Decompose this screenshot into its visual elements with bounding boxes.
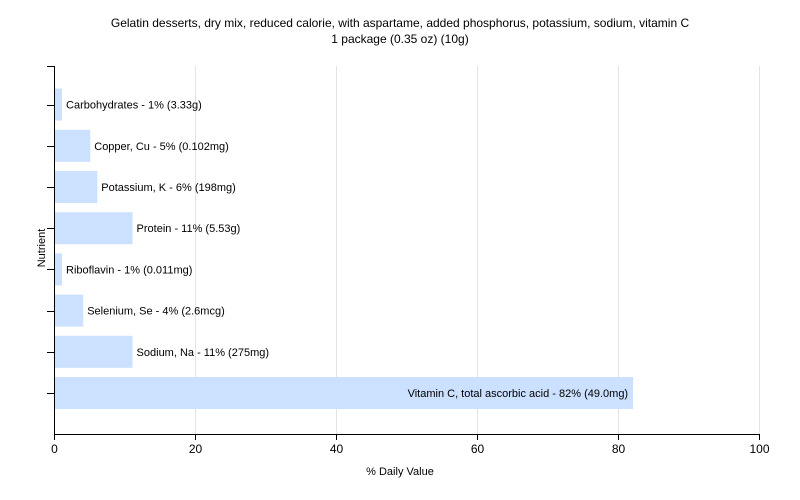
bar-label: Copper, Cu - 5% (0.102mg) xyxy=(94,141,229,153)
bar-label: Sodium, Na - 11% (275mg) xyxy=(137,347,269,359)
x-tick-label: 0 xyxy=(51,442,58,456)
y-axis-label: Nutrient xyxy=(36,228,48,268)
bar-label: Carbohydrates - 1% (3.33g) xyxy=(66,100,202,112)
x-tick-label: 60 xyxy=(471,442,485,456)
chart-title: Gelatin desserts, dry mix, reduced calor… xyxy=(110,16,690,30)
chart-subtitle: 1 package (0.35 oz) (10g) xyxy=(331,32,469,46)
x-tick-label: 40 xyxy=(330,442,344,456)
bar xyxy=(55,129,91,162)
bar-label: Potassium, K - 6% (198mg) xyxy=(101,182,236,194)
bar-label: Riboflavin - 1% (0.011mg) xyxy=(66,264,192,276)
x-tick-label: 80 xyxy=(612,442,626,456)
x-tick-label: 100 xyxy=(749,442,769,456)
bar xyxy=(55,212,133,245)
bar xyxy=(55,377,634,409)
bar xyxy=(55,171,98,203)
bar xyxy=(55,253,63,286)
x-axis-label: % Daily Value xyxy=(366,466,434,478)
x-tick-label: 20 xyxy=(189,442,203,456)
bar xyxy=(55,88,63,121)
bar-label: Selenium, Se - 4% (2.6mcg) xyxy=(87,306,225,318)
bar xyxy=(55,294,84,327)
bar xyxy=(55,335,133,368)
bar-label: Protein - 11% (5.53g) xyxy=(137,223,241,235)
bar-label: Vitamin C, total ascorbic acid - 82% (49… xyxy=(408,388,629,400)
